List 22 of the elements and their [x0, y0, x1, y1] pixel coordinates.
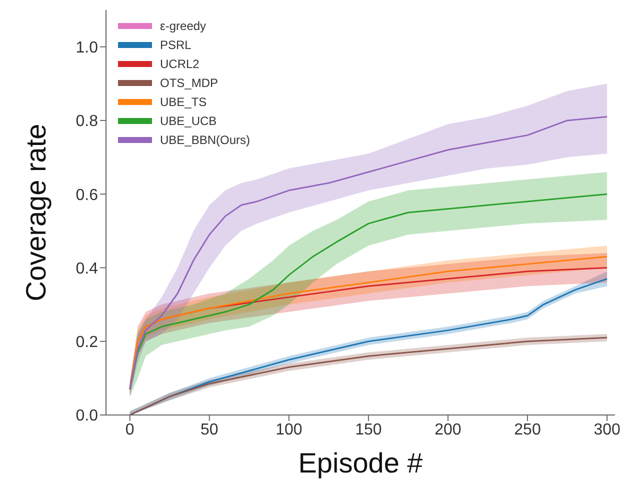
y-axis-title: Coverage rate: [20, 124, 52, 302]
legend-label: UBE_UCB: [160, 114, 217, 128]
y-tick-label: 0.6: [76, 186, 98, 204]
x-tick-label: 150: [355, 421, 382, 438]
y-tick-label: 0.2: [76, 334, 98, 352]
y-tick-label: 0.0: [76, 408, 98, 425]
y-tick-label: 1.0: [76, 40, 98, 56]
legend-label: UCRL2: [160, 56, 200, 70]
legend-label: PSRL: [160, 38, 192, 52]
x-tick-label: 300: [594, 421, 620, 438]
y-tick-label: 0.4: [76, 260, 98, 278]
x-axis-title: Episode #: [298, 447, 424, 478]
y-tick-label: 0.8: [76, 113, 98, 130]
legend-label: UBE_BBN(Ours): [160, 132, 250, 146]
x-tick-label: 200: [434, 421, 462, 438]
x-tick-label: 250: [514, 421, 541, 438]
legend-label: ε-greedy: [160, 18, 206, 32]
legend-label: UBE_TS: [160, 94, 207, 108]
x-tick-label: 100: [276, 421, 302, 438]
legend-label: OTS_MDP: [160, 76, 218, 90]
x-tick-label: 50: [200, 421, 218, 438]
x-tick-label: 0: [125, 421, 134, 438]
